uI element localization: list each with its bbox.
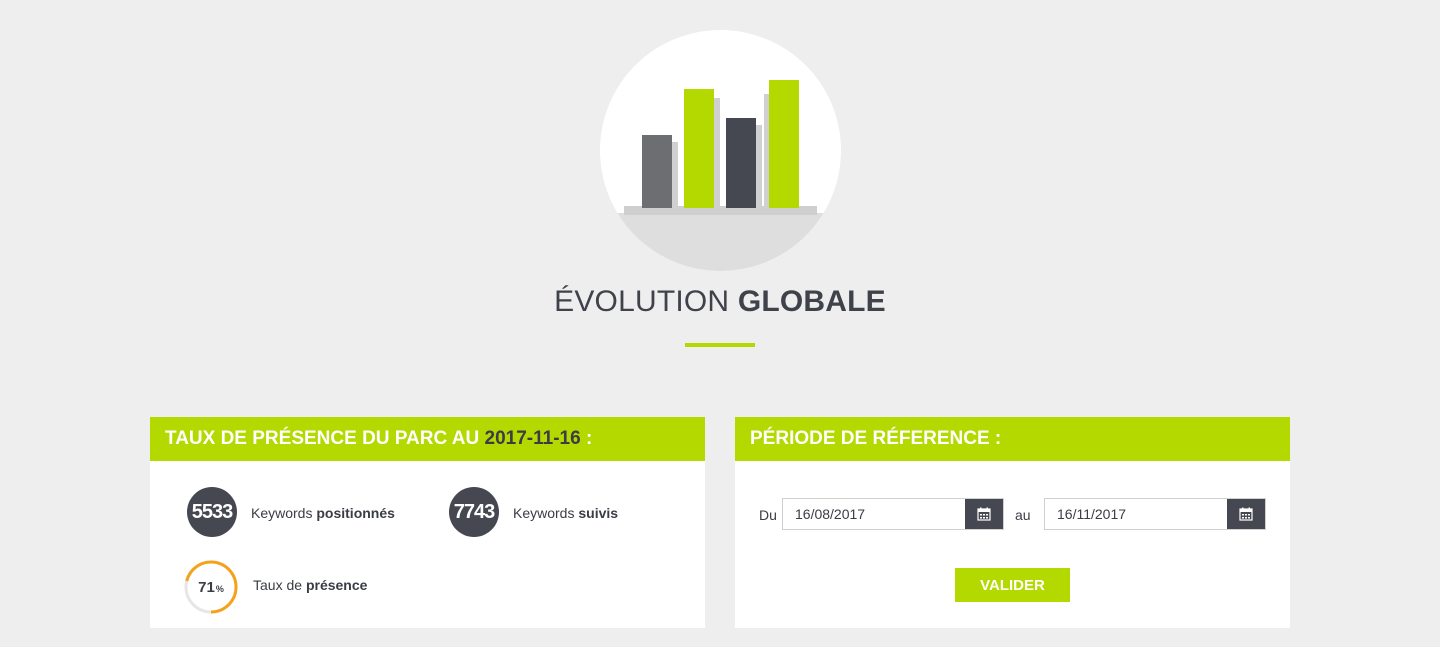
positioned-label-bold: positionnés [316,505,395,521]
from-date-field [782,498,1004,530]
page-title: ÉVOLUTION GLOBALE [0,285,1440,319]
calendar-icon [977,507,991,521]
from-calendar-button[interactable] [965,499,1003,529]
presence-label: Taux de présence [253,577,367,593]
presence-panel-title-suffix: : [585,428,593,449]
presence-gauge-arc [184,560,238,614]
tracked-label-bold: suivis [578,505,619,521]
to-calendar-button[interactable] [1227,499,1265,529]
validate-button[interactable]: VALIDER [955,568,1070,602]
presence-label-prefix: Taux de [253,577,303,593]
tracked-count-badge: 7743 [449,487,499,537]
tracked-label-prefix: Keywords [513,505,575,521]
page-title-bold: GLOBALE [737,285,886,318]
from-date-input[interactable] [783,499,965,529]
period-panel-header: PÉRIODE DE RÉFERENCE : [735,417,1290,461]
tracked-label: Keywords suivis [513,505,618,521]
to-date-input[interactable] [1045,499,1227,529]
bar-chart-illustration-icon [600,30,841,271]
positioned-label-prefix: Keywords [251,505,313,521]
presence-panel-header: TAUX DE PRÉSENCE DU PARC AU 2017-11-16 : [150,417,705,461]
positioned-label: Keywords positionnés [251,505,395,521]
presence-rate: 71% [183,559,239,615]
presence-label-bold: présence [305,577,368,593]
presence-panel-date: 2017-11-16 [484,428,581,449]
presence-panel: TAUX DE PRÉSENCE DU PARC AU 2017-11-16 :… [150,417,705,628]
title-underline [685,343,755,347]
to-date-field [1044,498,1266,530]
page-title-light: ÉVOLUTION [554,285,730,318]
presence-rate-value: 71 [198,578,215,596]
presence-rate-unit: % [215,584,224,594]
presence-panel-title: TAUX DE PRÉSENCE DU PARC AU [165,428,480,449]
from-label: Du [759,507,777,523]
positioned-count-badge: 5533 [187,487,237,537]
presence-gauge [184,560,238,614]
to-label: au [1015,507,1031,523]
calendar-icon [1239,507,1253,521]
period-panel: PÉRIODE DE RÉFERENCE : Du au [735,417,1290,628]
